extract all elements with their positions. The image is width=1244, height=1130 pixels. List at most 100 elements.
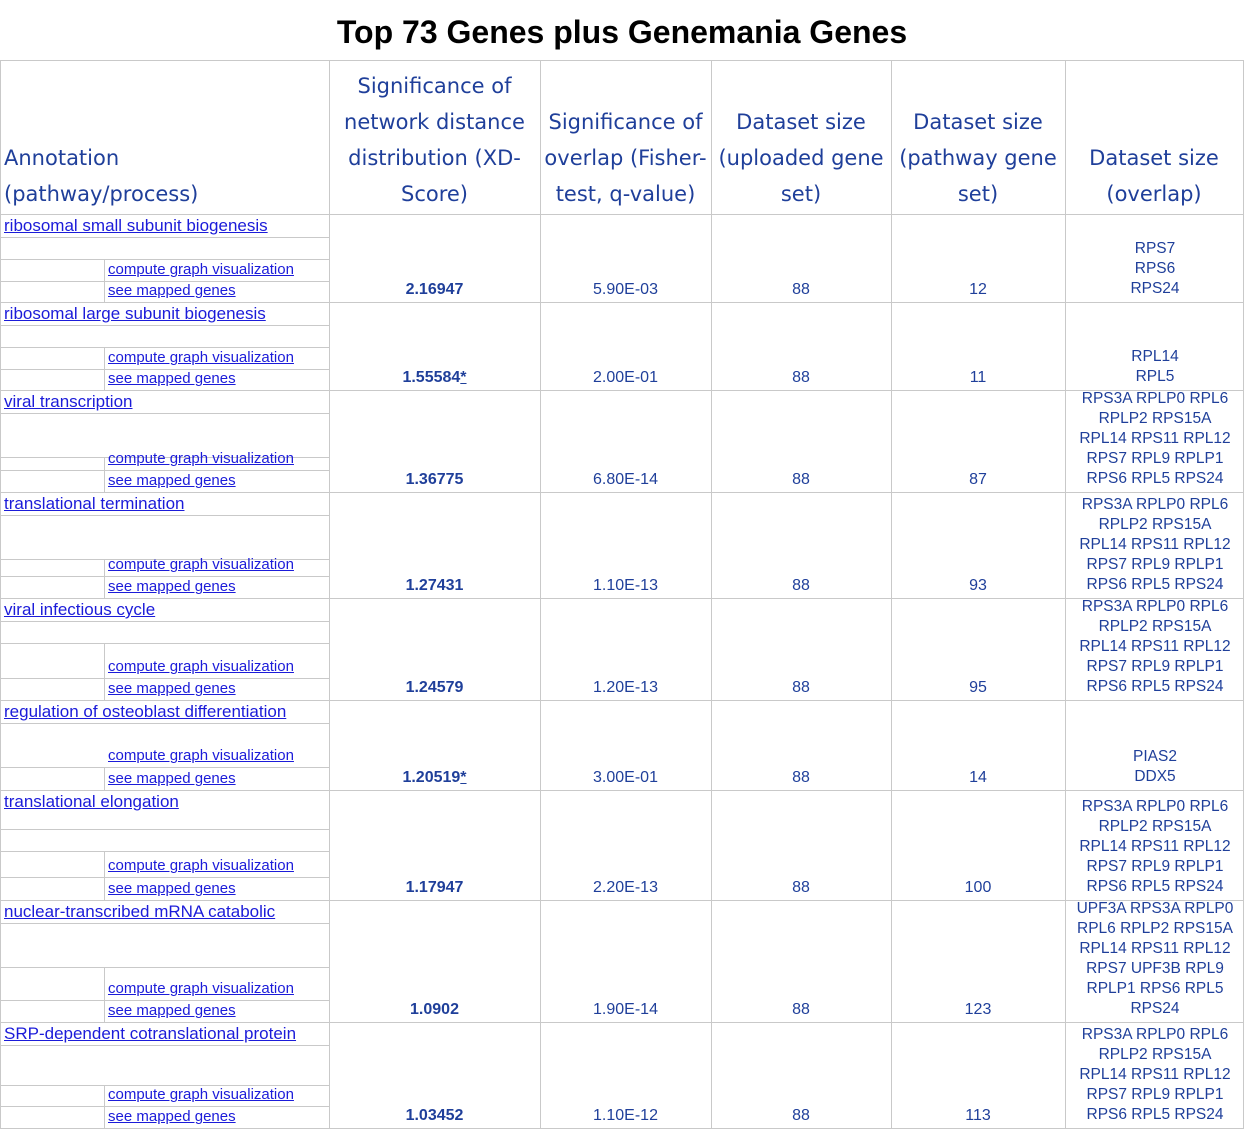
cell-divider (0, 877, 329, 878)
overlap-gene-line: RPS24 (1130, 280, 1180, 297)
annotation-link[interactable]: SRP-dependent cotranslational protein (4, 1024, 297, 1043)
see-mapped-genes-link[interactable]: see mapped genes (108, 1002, 236, 1019)
compute-graph-link[interactable]: compute graph visualization (108, 349, 294, 366)
overlap-genes: RPS3A RPLP0 RPL6 RPLP2 RPS15A RPL14 RPS11 … (1066, 1023, 1244, 1125)
see-mapped-genes-link[interactable]: see mapped genes (108, 472, 236, 489)
significance-star[interactable]: * (460, 369, 467, 386)
compute-graph-link[interactable]: compute graph visualization (108, 450, 294, 467)
overlap-genes: RPS3A RPLP0 RPL6 RPLP2 RPS15A RPL14 RPS11 … (1066, 493, 1244, 595)
overlap-gene-line: RPS3A RPLP0 RPL6 (1081, 496, 1229, 513)
overlap-gene-line: RPS6 RPL5 RPS24 (1086, 470, 1224, 487)
overlap-gene-line: RPL14 RPS11 RPL12 (1079, 536, 1231, 553)
overlap-genes: RPS3A RPLP0 RPL6 RPLP2 RPS15A RPL14 RPS11 … (1066, 390, 1244, 489)
cell-divider (0, 1000, 329, 1001)
xd-score-value: 1.55584 (402, 369, 461, 386)
pathway-size: 113 (965, 1107, 991, 1124)
uploaded-size: 88 (792, 471, 810, 488)
cell-divider (0, 621, 329, 622)
overlap-gene-line: RPS6 RPL5 RPS24 (1086, 878, 1224, 895)
see-mapped-genes-link[interactable]: see mapped genes (108, 578, 236, 595)
cell-divider (0, 1085, 329, 1086)
pathway-size: 12 (969, 281, 987, 298)
table-rule (0, 60, 1244, 61)
row-divider (0, 390, 1244, 391)
overlap-gene-line: RPL5 (1135, 368, 1175, 385)
column-divider (329, 60, 330, 1128)
annotation-link[interactable]: ribosomal small subunit biogenesis (4, 216, 268, 235)
overlap-gene-line: RPL14 RPS11 RPL12 (1079, 638, 1231, 655)
annotation-link[interactable]: viral transcription (4, 392, 133, 411)
overlap-gene-line: RPL6 RPLP2 RPS15A (1077, 920, 1233, 937)
row-divider (0, 492, 1244, 493)
row-divider (0, 700, 1244, 701)
overlap-gene-line: RPS3A RPLP0 RPL6 (1081, 798, 1229, 815)
see-mapped-genes-link[interactable]: see mapped genes (108, 680, 236, 697)
see-mapped-genes-link[interactable]: see mapped genes (108, 1108, 236, 1125)
cell-divider (104, 851, 105, 900)
overlap-gene-line: RPLP2 RPS15A (1098, 516, 1212, 533)
see-mapped-genes-link[interactable]: see mapped genes (108, 770, 236, 787)
overlap-gene-line: RPS6 (1134, 260, 1176, 277)
annotation-link[interactable]: regulation of osteoblast differentiation (4, 702, 287, 721)
overlap-gene-line: RPS3A RPLP0 RPL6 (1081, 598, 1229, 615)
cell-divider (0, 259, 329, 260)
annotation-link[interactable]: translational elongation (4, 792, 179, 811)
row-divider (0, 900, 1244, 901)
overlap-gene-line: RPS24 (1130, 1000, 1180, 1017)
overlap-genes: RPL14 RPL5 (1066, 303, 1244, 387)
compute-graph-link[interactable]: compute graph visualization (108, 747, 294, 764)
overlap-gene-line: RPS7 UPF3B RPL9 (1086, 960, 1224, 977)
see-mapped-genes-link[interactable]: see mapped genes (108, 370, 236, 387)
row-divider (0, 790, 1244, 791)
see-mapped-genes-link[interactable]: see mapped genes (108, 282, 236, 299)
cell-divider (0, 767, 329, 768)
overlap-genes: UPF3A RPS3A RPLP0 RPL6 RPLP2 RPS15A RPL14 … (1066, 900, 1244, 1019)
annotation-link[interactable]: viral infectious cycle (4, 600, 156, 619)
compute-graph-link[interactable]: compute graph visualization (108, 980, 294, 997)
row-divider (0, 1022, 1244, 1023)
cell-divider (0, 923, 329, 924)
cell-divider (104, 259, 105, 302)
xd-score-value: 1.24579 (405, 679, 464, 696)
column-header-label: Dataset size (uploaded gene set) (718, 110, 884, 206)
xd-score-value: 1.0902 (410, 1001, 459, 1018)
compute-graph-link[interactable]: compute graph visualization (108, 1086, 294, 1103)
compute-graph-link[interactable]: compute graph visualization (108, 556, 294, 573)
cell-divider (0, 515, 329, 516)
overlap-gene-line: RPS7 (1134, 240, 1176, 257)
significance-star[interactable]: * (460, 769, 467, 786)
overlap-gene-line: RPS6 RPL5 RPS24 (1086, 1106, 1224, 1123)
xd-score: 1.03452 (329, 1107, 540, 1125)
overlap-genes: RPS7 RPS6 RPS24 (1066, 215, 1244, 299)
column-divider (891, 60, 892, 1128)
overlap-gene-line: RPLP2 RPS15A (1098, 410, 1212, 427)
overlap-gene-line: RPS3A RPLP0 RPL6 (1081, 390, 1229, 407)
annotation-link[interactable]: ribosomal large subunit biogenesis (4, 304, 266, 323)
column-header: Dataset size (uploaded gene set) (713, 60, 889, 212)
xd-score-value: 1.27431 (405, 577, 464, 594)
cell-divider (0, 643, 329, 644)
cell-divider (0, 829, 329, 830)
annotation-link[interactable]: nuclear-transcribed mRNA catabolic (4, 902, 276, 921)
q-value: 2.00E-01 (593, 369, 658, 386)
cell-divider (0, 723, 329, 724)
overlap-genes: PIAS2 DDX5 (1066, 701, 1244, 787)
overlap-gene-line: PIAS2 (1133, 748, 1177, 765)
column-header-label: Significance of network distance distrib… (344, 74, 525, 206)
compute-graph-link[interactable]: compute graph visualization (108, 658, 294, 675)
uploaded-size: 88 (792, 769, 810, 786)
q-value: 1.10E-13 (593, 577, 658, 594)
cell-divider (104, 457, 105, 492)
cell-divider (0, 369, 329, 370)
xd-score: 1.0902 (329, 1001, 540, 1019)
xd-score-value: 1.20519 (402, 769, 461, 786)
pathway-size: 100 (964, 879, 992, 896)
row-divider (0, 598, 1244, 599)
see-mapped-genes-link[interactable]: see mapped genes (108, 880, 236, 897)
column-header-label: Significance of overlap (Fisher- test, q… (544, 110, 707, 206)
compute-graph-link[interactable]: compute graph visualization (108, 261, 294, 278)
pathway-size: 93 (969, 577, 987, 594)
compute-graph-link[interactable]: compute graph visualization (108, 857, 294, 874)
uploaded-size: 88 (792, 1001, 810, 1018)
annotation-link[interactable]: translational termination (4, 494, 185, 513)
